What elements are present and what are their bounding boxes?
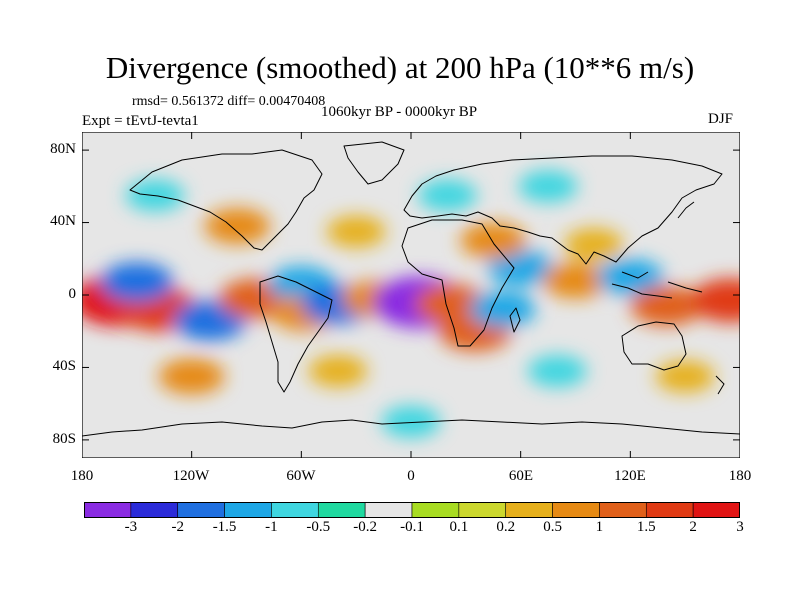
coastline-australia (621, 321, 687, 371)
plot-title: Divergence (smoothed) at 200 hPa (10**6 … (105, 50, 695, 85)
anomaly-22 (326, 215, 386, 248)
anomaly-19 (690, 278, 740, 323)
anomaly-24 (518, 170, 578, 203)
coastline-south-america (259, 275, 333, 393)
coastline-greenland (343, 141, 405, 185)
lat-tick-40s: 40S (52, 358, 76, 374)
anomaly-12 (469, 291, 536, 328)
rmsd-diff-stats: rmsd= 0.561372 diff= 0.00470408 (132, 94, 326, 109)
colorbar-swatch-4 (271, 502, 319, 518)
lon-tick-60w: 60W (286, 468, 316, 484)
lon-tick-120w: 120W (172, 468, 210, 484)
anomaly-14 (460, 222, 527, 259)
coastlines (82, 141, 740, 437)
anomaly-29 (381, 405, 441, 438)
axis-ticks (82, 132, 740, 458)
anomaly-26 (308, 355, 368, 388)
colorbar-label-11: 1.5 (636, 519, 656, 535)
colorbar-label-10: 1 (595, 519, 604, 535)
colorbar-label-4: -0.5 (306, 519, 331, 535)
lat-tick-0: 0 (68, 286, 77, 302)
colorbar-label-6: -0.1 (400, 519, 424, 535)
anomaly-field (82, 170, 740, 438)
colorbar-swatch-12 (645, 502, 694, 518)
colorbar-label-7: 0.1 (449, 519, 469, 535)
colorbar-label-9: 0.5 (543, 519, 562, 535)
coastline-antarctica (82, 419, 740, 437)
coastline-madagascar (509, 307, 521, 333)
anomaly-17 (597, 258, 664, 295)
experiment-label: Expt = tEvtJ-tevta1 (82, 113, 199, 129)
colorbar-label-0: -3 (124, 519, 138, 535)
anomaly-28 (655, 360, 715, 393)
coastline-north-america (129, 149, 323, 251)
anomaly-16 (542, 262, 609, 299)
colorbar-swatch-3 (224, 502, 272, 518)
anomaly-2 (100, 262, 174, 303)
colorbar-swatch-0 (84, 502, 132, 518)
lon-tick-180w: 180 (70, 468, 94, 484)
lat-tick-40n: 40N (50, 213, 76, 229)
colorbar-label-8: 0.2 (496, 519, 516, 535)
coastline-africa (401, 219, 515, 347)
coastline-eurasia (403, 155, 723, 265)
season-label: DJF (708, 111, 734, 127)
divergence-map (82, 132, 740, 458)
coastline-maritime-continent (611, 271, 703, 299)
colorbar-swatch-6 (364, 502, 413, 518)
lon-tick-120e: 120E (614, 468, 646, 484)
colorbar-swatch-9 (505, 502, 553, 518)
lon-tick-180e: 180 (728, 468, 752, 484)
lat-tick-80s: 80S (52, 431, 76, 447)
colorbar-label-12: 2 (689, 519, 697, 535)
period-label: 1060kyr BP - 0000kyr BP (321, 104, 478, 120)
colorbar-swatch-8 (458, 502, 507, 518)
colorbar-label-1: -2 (171, 519, 184, 535)
anomaly-13 (487, 249, 554, 286)
lon-tick-60e: 60E (508, 468, 534, 484)
colorbar (84, 502, 740, 518)
coastline-japan (677, 201, 695, 219)
colorbar-swatch-13 (692, 502, 740, 518)
colorbar-swatch-1 (130, 502, 179, 518)
colorbar-swatch-10 (552, 502, 600, 518)
anomaly-27 (527, 355, 587, 388)
anomaly-18 (630, 285, 704, 326)
coastline-new-zealand (715, 375, 725, 395)
colorbar-swatch-5 (317, 502, 366, 518)
colorbar-swatch-7 (411, 502, 460, 518)
colorbar-swatch-2 (177, 502, 225, 518)
colorbar-label-13: 3 (736, 519, 744, 535)
colorbar-label-2: -1.5 (212, 519, 237, 535)
anomaly-21 (204, 208, 271, 245)
anomaly-23 (418, 179, 478, 212)
lon-tick-0: 0 (407, 468, 415, 484)
lat-tick-80n: 80N (50, 141, 76, 157)
anomaly-15 (564, 228, 624, 261)
colorbar-swatch-11 (599, 502, 647, 518)
colorbar-label-5: -0.2 (353, 519, 378, 535)
anomaly-25 (158, 358, 225, 395)
colorbar-label-3: -1 (265, 519, 278, 535)
colorbar-frame (84, 502, 740, 518)
